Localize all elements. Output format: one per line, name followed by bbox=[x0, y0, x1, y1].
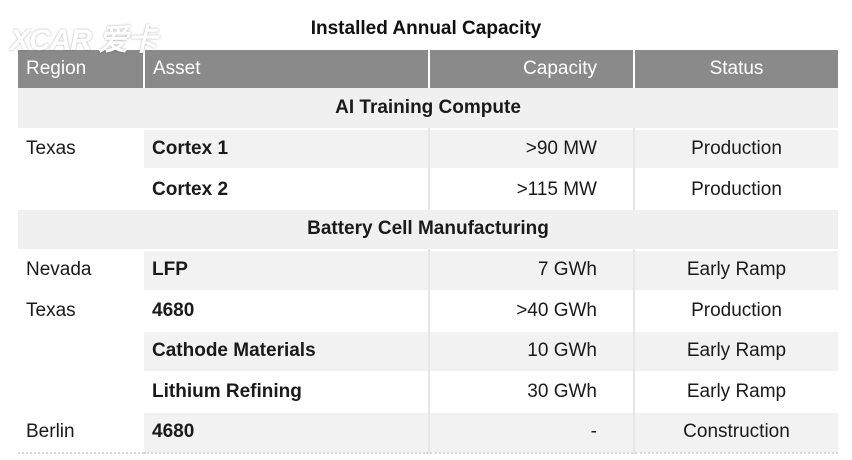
cell-region: Texas bbox=[18, 127, 144, 169]
cell-status: Production bbox=[634, 168, 838, 210]
cell-capacity: >40 GWh bbox=[429, 289, 635, 331]
cell-capacity: 10 GWh bbox=[429, 330, 635, 372]
cell-region: Nevada bbox=[18, 249, 144, 291]
cell-capacity: 30 GWh bbox=[429, 370, 635, 412]
cell-status: Early Ramp bbox=[634, 330, 838, 372]
table-row: Lithium Refining 30 GWh Early Ramp bbox=[18, 370, 838, 412]
cell-status: Early Ramp bbox=[634, 370, 838, 412]
section-heading: Battery Cell Manufacturing bbox=[18, 209, 838, 250]
cell-asset: 4680 bbox=[144, 411, 430, 454]
cell-status: Construction bbox=[634, 411, 838, 454]
table-row: Texas Cortex 1 >90 MW Production bbox=[18, 127, 838, 169]
cell-asset: Cortex 2 bbox=[144, 168, 430, 210]
cell-status: Early Ramp bbox=[634, 249, 838, 291]
cell-capacity: >115 MW bbox=[429, 168, 635, 210]
column-header-capacity: Capacity bbox=[429, 50, 635, 88]
table-row: Berlin 4680 - Construction bbox=[18, 411, 838, 454]
cell-capacity: >90 MW bbox=[429, 127, 635, 169]
cell-capacity: 7 GWh bbox=[429, 249, 635, 291]
section-heading-row: Battery Cell Manufacturing bbox=[18, 209, 838, 250]
column-header-region: Region bbox=[18, 50, 145, 88]
cell-region bbox=[18, 330, 144, 372]
table-row: Texas 4680 >40 GWh Production bbox=[18, 289, 838, 331]
cell-region: Texas bbox=[18, 289, 144, 331]
cell-asset: 4680 bbox=[144, 289, 430, 331]
capacity-table: Region Asset Capacity Status AI Training… bbox=[18, 50, 838, 454]
section-heading: AI Training Compute bbox=[18, 88, 838, 129]
column-header-asset: Asset bbox=[144, 50, 430, 88]
column-header-status: Status bbox=[634, 50, 838, 88]
page-title: Installed Annual Capacity bbox=[310, 18, 542, 39]
table-header-row: Region Asset Capacity Status bbox=[18, 50, 838, 88]
table-row: Nevada LFP 7 GWh Early Ramp bbox=[18, 249, 838, 291]
cell-asset: Cathode Materials bbox=[144, 330, 430, 372]
cell-region: Berlin bbox=[18, 411, 144, 454]
cell-asset: Cortex 1 bbox=[144, 127, 430, 169]
section-heading-row: AI Training Compute bbox=[18, 88, 838, 129]
cell-asset: LFP bbox=[144, 249, 430, 291]
cell-region bbox=[18, 370, 144, 412]
table-row: Cathode Materials 10 GWh Early Ramp bbox=[18, 330, 838, 372]
cell-capacity: - bbox=[429, 411, 635, 454]
cell-asset: Lithium Refining bbox=[144, 370, 430, 412]
cell-status: Production bbox=[634, 127, 838, 169]
table-row: Cortex 2 >115 MW Production bbox=[18, 168, 838, 210]
cell-status: Production bbox=[634, 289, 838, 331]
cell-region bbox=[18, 168, 144, 210]
